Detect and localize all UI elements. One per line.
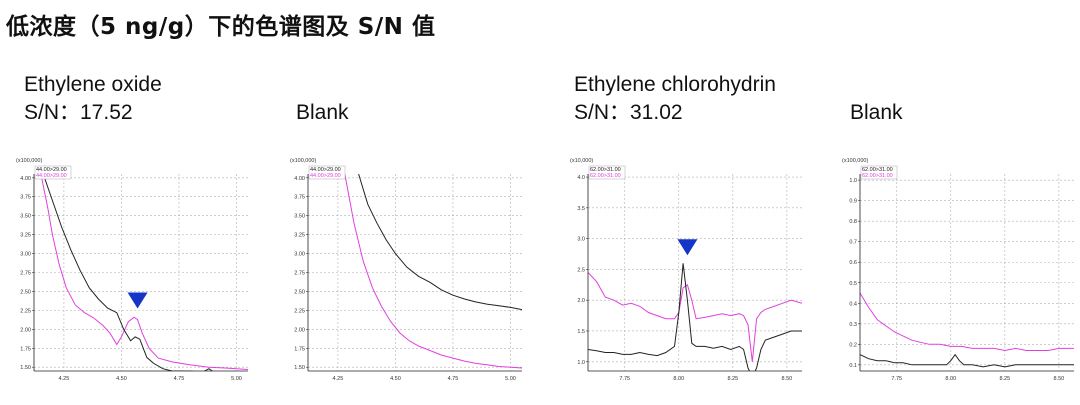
peak-marker-icon xyxy=(127,292,148,309)
y-tick-label: 2.25 xyxy=(20,308,31,314)
y-tick-label: 1.50 xyxy=(20,365,31,371)
y-tick-label: 2.00 xyxy=(20,327,31,333)
sn-value: S/N：31.02 xyxy=(574,101,683,124)
y-tick-label: 2.75 xyxy=(20,271,31,277)
legend-box xyxy=(308,165,346,180)
black-trace xyxy=(42,174,214,371)
chromatogram-ech-sample: (x10,000) 7.75 8.00 8.25 8.50 1.0 1.5 2.0 2.5 3.0… xyxy=(560,152,805,387)
y-tick-label: 3.00 xyxy=(294,252,305,258)
page-title: 低浓度（5 ng/g）下的色谱图及 S/N 值 xyxy=(6,14,436,40)
y-tick-label: 1.5 xyxy=(577,329,585,335)
y-tick-label: 4.0 xyxy=(577,175,585,181)
legend-entry: 44.00>29.00 xyxy=(36,167,67,173)
legend-entry: 62.00>31.00 xyxy=(590,167,621,173)
y-tick-label: 0.8 xyxy=(849,219,857,225)
y-tick-label: 0.5 xyxy=(849,281,857,287)
chromatogram-eo-blank: (x100,000) 4.25 4.50 4.75 5.00 1.50 1.75 2.00 2.… xyxy=(280,152,525,387)
x-tick-label: 5.00 xyxy=(505,376,516,382)
y-tick-label: 2.50 xyxy=(294,289,305,295)
y-tick-label: 3.50 xyxy=(20,214,31,220)
scale-label: (x100,000) xyxy=(16,158,42,164)
y-tick-label: 0.4 xyxy=(849,301,857,307)
legend-box xyxy=(34,165,72,180)
x-tick-label: 4.75 xyxy=(174,376,185,382)
black-trace xyxy=(588,263,802,371)
y-tick-label: 3.75 xyxy=(20,195,31,201)
magenta-trace xyxy=(40,174,248,370)
eo-blank-caption: Blank xyxy=(296,101,349,124)
compound-name: Ethylene oxide xyxy=(24,73,162,96)
legend-entry: 62.00>31.00 xyxy=(590,173,621,179)
scale-label: (x100,000) xyxy=(842,158,868,164)
chart-svg: (x100,000) 7.75 8.00 8.25 8.50 0.1 0.2 0.3 0.4 0.… xyxy=(842,158,1074,382)
legend-box xyxy=(588,165,626,180)
magenta-trace xyxy=(860,292,1074,352)
x-tick-label: 8.25 xyxy=(727,376,738,382)
y-tick-label: 3.25 xyxy=(294,233,305,239)
x-tick-label: 7.75 xyxy=(619,376,630,382)
legend-entry: 62.00>31.00 xyxy=(862,167,893,173)
compound-name: Ethylene chlorohydrin xyxy=(574,73,776,96)
y-tick-label: 0.7 xyxy=(849,240,857,246)
y-tick-label: 4.00 xyxy=(294,176,305,182)
y-tick-label: 3.0 xyxy=(577,237,585,243)
y-tick-label: 3.75 xyxy=(294,195,305,201)
y-tick-label: 2.50 xyxy=(20,289,31,295)
chart-svg: (x100,000) 4.25 4.50 4.75 5.00 1.50 1.75 2.00 2.… xyxy=(290,158,522,382)
y-tick-label: 1.50 xyxy=(294,365,305,371)
y-tick-label: 2.25 xyxy=(294,308,305,314)
chromatogram-ech-blank: (x100,000) 7.75 8.00 8.25 8.50 0.1 0.2 0.3 0.4 0.… xyxy=(832,152,1077,387)
y-tick-label: 2.5 xyxy=(577,267,585,273)
y-tick-label: 1.75 xyxy=(20,346,31,352)
y-tick-label: 1.0 xyxy=(849,178,857,184)
legend-box xyxy=(860,165,898,180)
legend-entry: 44.00>29.00 xyxy=(310,167,341,173)
x-tick-label: 4.50 xyxy=(116,376,127,382)
y-tick-label: 0.3 xyxy=(849,322,857,328)
ech-blank-caption: Blank xyxy=(850,101,903,124)
x-tick-label: 4.25 xyxy=(333,376,344,382)
x-tick-label: 4.25 xyxy=(59,376,70,382)
x-tick-label: 8.50 xyxy=(782,376,793,382)
x-tick-label: 8.00 xyxy=(945,376,956,382)
y-tick-label: 3.25 xyxy=(20,233,31,239)
y-tick-label: 2.00 xyxy=(294,327,305,333)
black-trace xyxy=(860,353,1074,368)
y-tick-label: 3.00 xyxy=(20,252,31,258)
y-tick-label: 0.6 xyxy=(849,260,857,266)
eo-sample-caption: Ethylene oxide S/N：17.52 xyxy=(24,71,162,127)
x-tick-label: 7.75 xyxy=(891,376,902,382)
y-tick-label: 0.1 xyxy=(849,363,857,369)
chart-svg: (x100,000) 4.25 4.50 4.75 5.00 1.50 1.75 2.00 2.… xyxy=(16,158,248,382)
x-tick-label: 5.00 xyxy=(231,376,242,382)
legend-entry: 62.00>31.00 xyxy=(862,173,893,179)
y-tick-label: 3.50 xyxy=(294,214,305,220)
scale-label: (x100,000) xyxy=(290,158,316,164)
y-tick-label: 0.2 xyxy=(849,342,857,348)
magenta-trace xyxy=(344,174,522,369)
magenta-trace xyxy=(588,272,802,362)
x-tick-label: 8.50 xyxy=(1054,376,1065,382)
chromatogram-eo-sample: (x100,000) 4.25 4.50 4.75 5.00 1.50 1.75 2.00 2.… xyxy=(6,152,251,387)
sn-value: S/N：17.52 xyxy=(24,101,133,124)
x-tick-label: 4.75 xyxy=(448,376,459,382)
y-tick-label: 3.5 xyxy=(577,206,585,212)
chart-svg: (x10,000) 7.75 8.00 8.25 8.50 1.0 1.5 2.0 2.5 3.0… xyxy=(570,158,802,382)
legend-entry: 44.00>29.00 xyxy=(310,173,341,179)
black-trace xyxy=(358,174,522,311)
x-tick-label: 8.00 xyxy=(673,376,684,382)
x-tick-label: 8.25 xyxy=(999,376,1010,382)
y-tick-label: 1.75 xyxy=(294,346,305,352)
peak-marker-icon xyxy=(677,239,698,256)
legend-entry: 44.00>29.00 xyxy=(36,173,67,179)
y-tick-label: 2.0 xyxy=(577,298,585,304)
x-tick-label: 4.50 xyxy=(390,376,401,382)
scale-label: (x10,000) xyxy=(570,158,593,164)
ech-sample-caption: Ethylene chlorohydrin S/N：31.02 xyxy=(574,71,776,127)
y-tick-label: 2.75 xyxy=(294,271,305,277)
y-tick-label: 0.9 xyxy=(849,199,857,205)
y-tick-label: 4.00 xyxy=(20,176,31,182)
y-tick-label: 1.0 xyxy=(577,360,585,366)
